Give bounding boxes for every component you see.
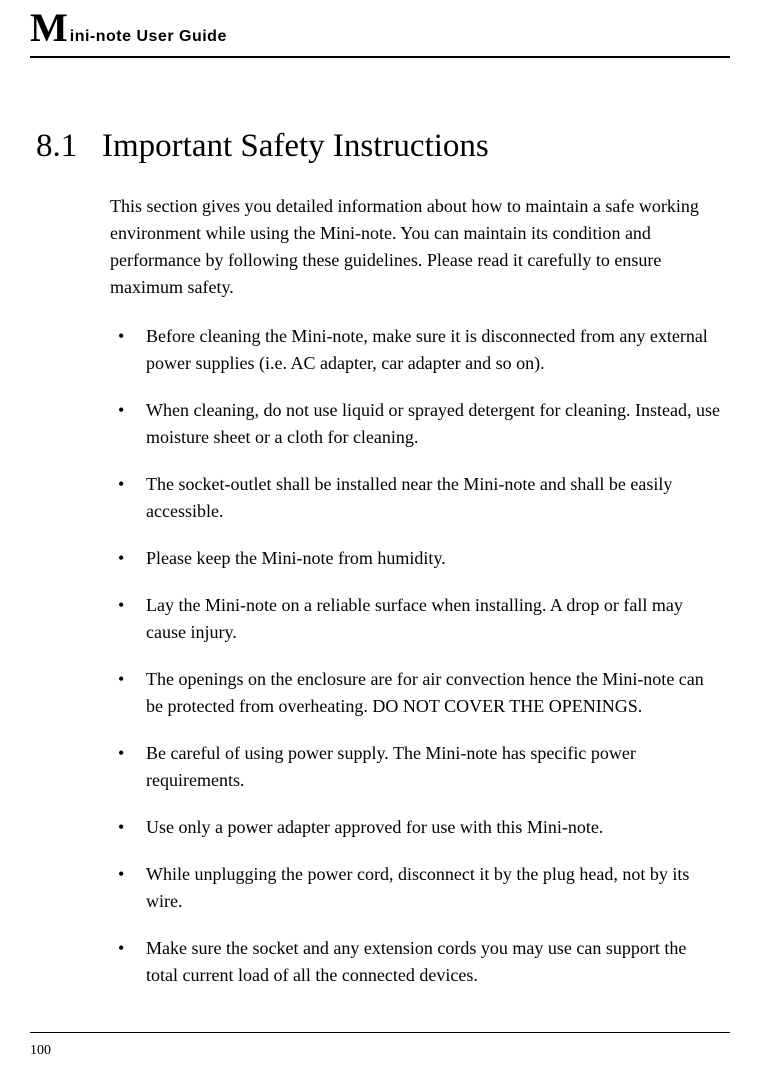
page-content: 8.1 Important Safety Instructions This s…: [30, 58, 730, 989]
page-number: 100: [30, 1043, 730, 1059]
intro-paragraph: This section gives you detailed informat…: [110, 193, 720, 301]
list-item: Please keep the Mini-note from humidity.: [110, 545, 720, 572]
footer-rule: [30, 1032, 730, 1033]
section-heading: 8.1 Important Safety Instructions: [30, 128, 720, 165]
list-item: Use only a power adapter approved for us…: [110, 814, 720, 841]
list-item: Be careful of using power supply. The Mi…: [110, 740, 720, 794]
list-item: Lay the Mini-note on a reliable surface …: [110, 592, 720, 646]
list-item: When cleaning, do not use liquid or spra…: [110, 397, 720, 451]
list-item: The socket-outlet shall be installed nea…: [110, 471, 720, 525]
safety-bullet-list: Before cleaning the Mini-note, make sure…: [110, 323, 720, 989]
list-item: While unplugging the power cord, disconn…: [110, 861, 720, 915]
page-header: M ini-note User Guide: [30, 0, 730, 58]
header-initial-letter: M: [30, 8, 68, 48]
list-item: Make sure the socket and any extension c…: [110, 935, 720, 989]
header-title-rest: ini-note User Guide: [68, 28, 227, 46]
section-number: 8.1: [36, 128, 77, 164]
list-item: The openings on the enclosure are for ai…: [110, 666, 720, 720]
list-item: Before cleaning the Mini-note, make sure…: [110, 323, 720, 377]
page-footer: 100: [0, 1032, 760, 1059]
section-title: Important Safety Instructions: [102, 128, 489, 164]
